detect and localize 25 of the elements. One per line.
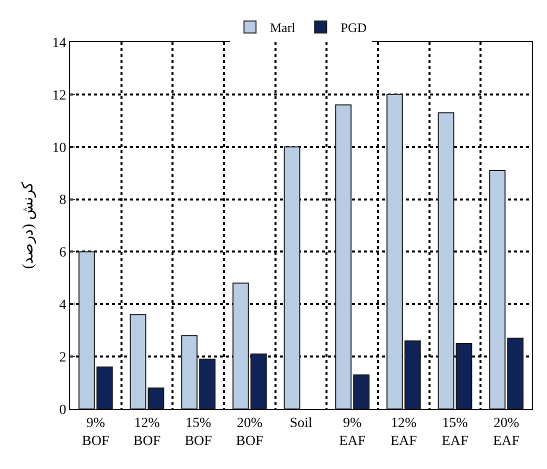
x-tick-label: 15% EAF (442, 416, 468, 449)
legend-label: Marl (270, 20, 296, 36)
y-tick-label: 14 (52, 36, 66, 51)
y-tick-label: 4 (59, 298, 66, 314)
bar (456, 342, 472, 409)
x-tick-label: 20% EAF (493, 416, 520, 449)
bar (438, 112, 454, 409)
y-tick-label: 12 (52, 88, 66, 104)
x-tick-label: 9% EAF (339, 416, 366, 449)
bar (148, 388, 164, 409)
bar (284, 146, 300, 409)
x-tick-label: 15% BOF (184, 416, 212, 449)
y-tick-label: 6 (59, 246, 66, 261)
legend-label: PGD (340, 20, 367, 36)
x-tick-label: Soil (290, 416, 312, 431)
y-tick-label: 2 (59, 350, 66, 366)
x-tick-label: 12% BOF (133, 416, 161, 449)
bar (130, 314, 146, 409)
x-tick-label: 20% BOF (236, 416, 264, 449)
y-tick-label: 10 (52, 140, 66, 156)
y-tick-label: 0 (59, 402, 66, 418)
y-tick-label: 8 (59, 193, 66, 208)
x-tick-label: 9% BOF (82, 416, 110, 449)
x-tick-label: 12% EAF (390, 416, 418, 449)
y-axis-title: کرنش (درصد) (20, 181, 36, 269)
